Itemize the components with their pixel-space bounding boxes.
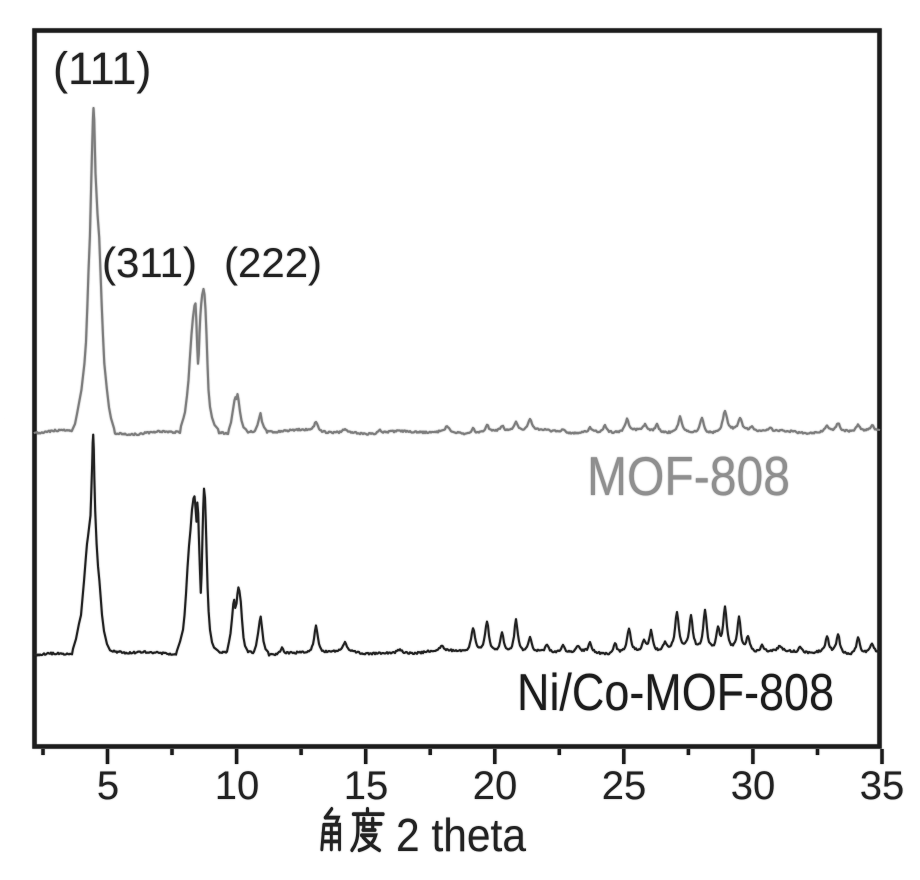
svg-text:MOF-808: MOF-808 [587,445,790,507]
svg-text:5: 5 [97,764,119,808]
svg-text:2 theta: 2 theta [396,809,526,861]
svg-text:25: 25 [602,764,647,808]
svg-text:(111): (111) [53,43,151,94]
svg-text:10: 10 [215,764,260,808]
svg-text:Ni/Co-MOF-808: Ni/Co-MOF-808 [517,664,834,722]
svg-text:35: 35 [860,764,905,808]
svg-text:15: 15 [344,764,389,808]
svg-text:30: 30 [731,764,776,808]
svg-text:20: 20 [473,764,518,808]
svg-text:(311): (311) [102,239,197,286]
svg-text:(222): (222) [224,239,322,286]
